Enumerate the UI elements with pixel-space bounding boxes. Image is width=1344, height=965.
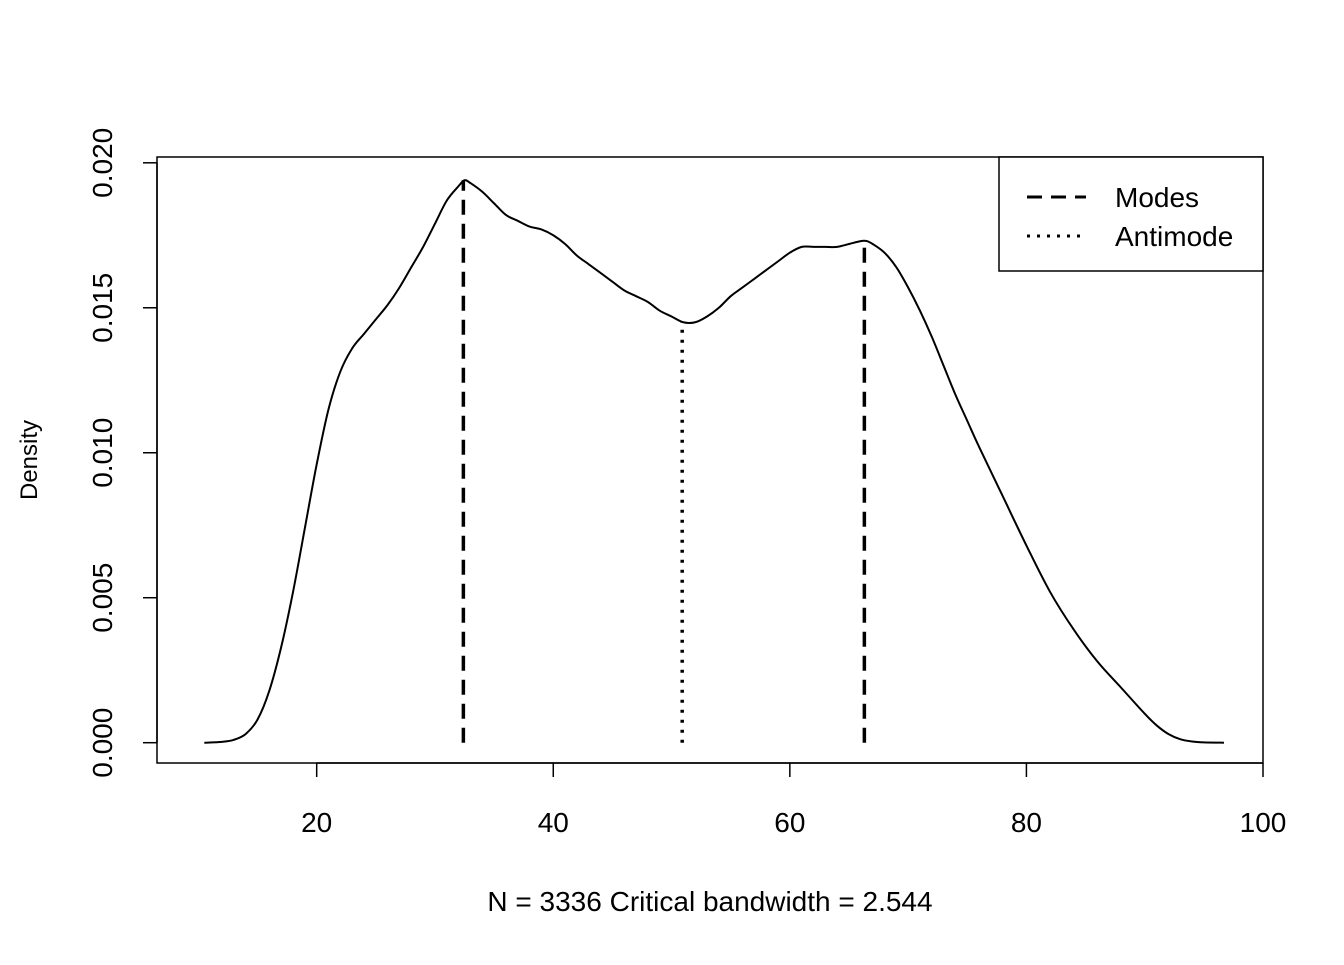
y-tick-label: 0.020 bbox=[87, 128, 118, 198]
legend-modes-label: Modes bbox=[1115, 182, 1199, 213]
y-tick-label: 0.005 bbox=[87, 563, 118, 633]
x-tick-label: 100 bbox=[1240, 807, 1287, 838]
legend: Modes Antimode bbox=[998, 156, 1264, 272]
x-tick-label: 60 bbox=[774, 807, 805, 838]
legend-antimode-label: Antimode bbox=[1115, 221, 1233, 252]
density-curve bbox=[204, 179, 1224, 744]
legend-box bbox=[998, 156, 1264, 272]
x-tick-label: 20 bbox=[301, 807, 332, 838]
series-layer bbox=[204, 179, 1224, 744]
x-axis: 20 40 60 80 100 bbox=[301, 762, 1287, 838]
x-tick-label: 40 bbox=[538, 807, 569, 838]
mode-antimode-lines bbox=[461, 180, 867, 743]
y-tick-label: 0.010 bbox=[87, 418, 118, 488]
y-tick-label: 0.000 bbox=[87, 708, 118, 778]
y-axis: 0.000 0.005 0.010 0.015 0.020 bbox=[87, 128, 158, 778]
y-tick-label: 0.015 bbox=[87, 273, 118, 343]
y-axis-label: Density bbox=[16, 420, 43, 500]
x-tick-label: 80 bbox=[1011, 807, 1042, 838]
x-axis-label: N = 3336 Critical bandwidth = 2.544 bbox=[487, 886, 932, 917]
